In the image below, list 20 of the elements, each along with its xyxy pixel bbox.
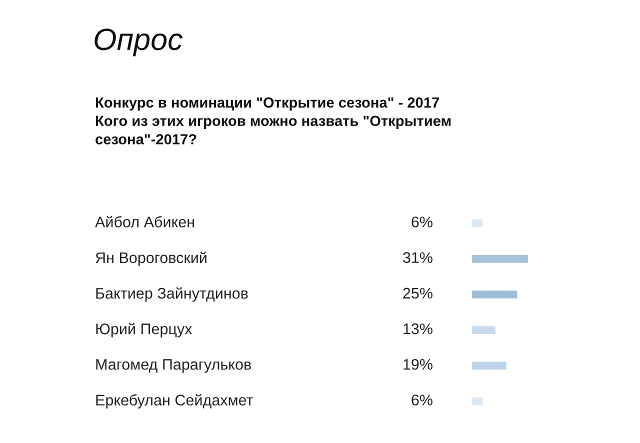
bar [472, 362, 506, 370]
text: Конкурс в номинации "Открытие сезона" - 2017 Кого из этих игроков можно назвать "Открытием сезона"-2017? [96, 97, 451, 144]
data-label: 6% [412, 394, 432, 406]
bar [472, 290, 518, 298]
data-label: 25% [403, 288, 432, 299]
bar [472, 254, 528, 263]
data-label: 6% [412, 216, 432, 228]
data-label: 19% [404, 358, 432, 370]
bar [472, 326, 496, 334]
y-tick-label: Магомед Парагульков [96, 359, 251, 373]
bar [472, 397, 483, 406]
bar [472, 219, 483, 228]
y-tick-label: Ян Вороговский [96, 252, 206, 266]
data-label: 13% [404, 323, 432, 334]
y-tick-label: Бактиер Зайнутдинов [96, 287, 248, 302]
y-tick-label: Айбол Абикен [95, 216, 194, 228]
y-tick-label: Еркебулан Сейдахмет [96, 394, 253, 409]
y-tick-label: Юрий Перцух [96, 322, 192, 338]
text: Опрос [94, 28, 183, 56]
data-label: 31% [403, 252, 432, 263]
